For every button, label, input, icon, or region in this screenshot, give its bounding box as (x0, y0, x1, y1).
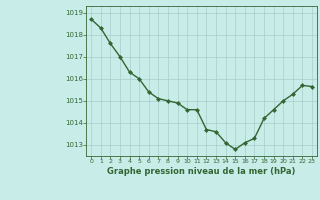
X-axis label: Graphe pression niveau de la mer (hPa): Graphe pression niveau de la mer (hPa) (108, 167, 296, 176)
